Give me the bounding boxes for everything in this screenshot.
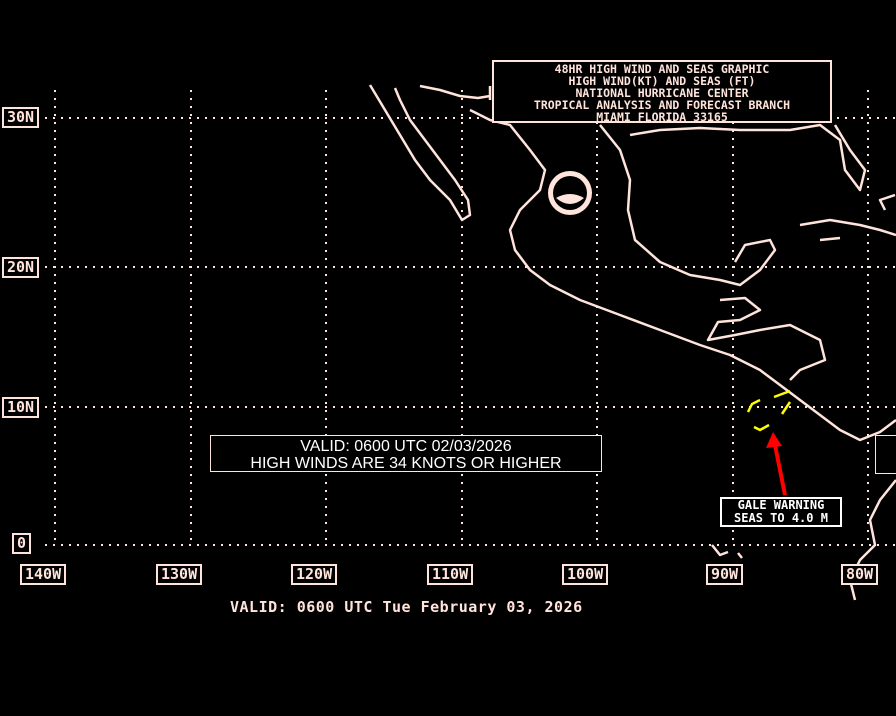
valid-time: VALID: 0600 UTC 02/03/2026 xyxy=(300,438,512,455)
offscreen-label-box xyxy=(875,435,896,474)
lat-label-10n: 10N xyxy=(2,397,40,418)
gale-warning-label: GALE WARNING SEAS TO 4.0 M xyxy=(720,497,842,527)
warning-arrow xyxy=(766,432,787,496)
title-line: 48HR HIGH WIND AND SEAS GRAPHIC xyxy=(554,62,770,76)
gale-warning-area xyxy=(746,389,792,432)
title-box: 48HR HIGH WIND AND SEAS GRAPHIC HIGH WIN… xyxy=(492,60,832,123)
lon-label-130w: 130W xyxy=(156,564,203,585)
lon-label-120w: 120W xyxy=(291,564,338,585)
title-line: HIGH WIND(KT) AND SEAS (FT) xyxy=(568,74,756,88)
coastlines xyxy=(368,84,896,601)
wind-threshold-note: HIGH WINDS ARE 34 KNOTS OR HIGHER xyxy=(250,455,562,472)
graticule xyxy=(45,90,896,546)
lon-label-80w: 80W xyxy=(841,564,879,585)
lat-label-20n: 20N xyxy=(2,257,40,278)
lat-label-30n: 30N xyxy=(2,107,40,128)
lon-label-100w: 100W xyxy=(562,564,609,585)
warning-type: GALE WARNING xyxy=(737,498,825,512)
title-line: MIAMI FLORIDA 33165 xyxy=(596,110,728,124)
lon-label-90w: 90W xyxy=(706,564,744,585)
lon-label-110w: 110W xyxy=(427,564,474,585)
title-line: NATIONAL HURRICANE CENTER xyxy=(575,86,749,100)
bottom-valid-time: VALID: 0600 UTC Tue February 03, 2026 xyxy=(230,598,583,616)
lat-label-0: 0 xyxy=(12,533,32,554)
lon-label-140w: 140W xyxy=(20,564,67,585)
valid-box: VALID: 0600 UTC 02/03/2026 HIGH WINDS AR… xyxy=(210,435,602,472)
title-line: TROPICAL ANALYSIS AND FORECAST BRANCH xyxy=(533,98,791,112)
warning-seas: SEAS TO 4.0 M xyxy=(734,511,828,525)
